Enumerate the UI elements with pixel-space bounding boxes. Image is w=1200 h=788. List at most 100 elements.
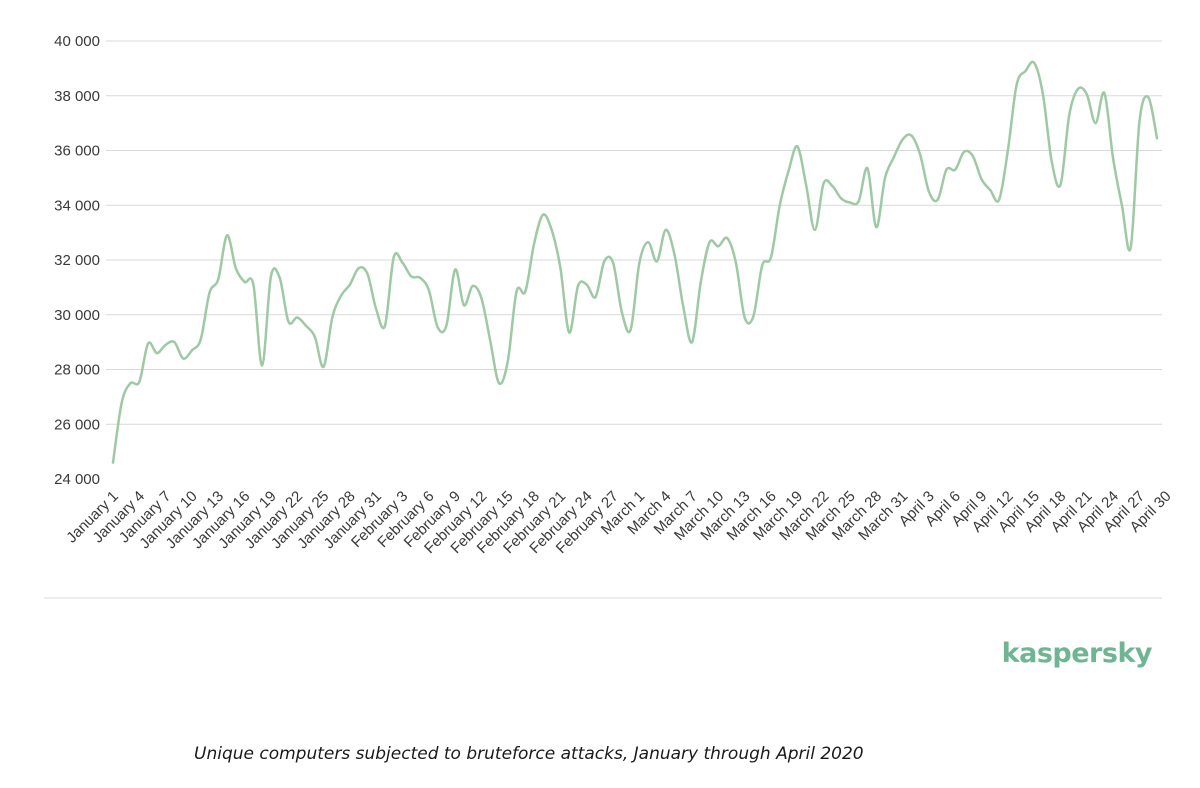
data-point <box>1032 61 1036 65</box>
data-point <box>769 256 773 259</box>
y-tick-label: 36 000 <box>54 143 100 160</box>
data-point <box>155 351 159 355</box>
y-tick-label: 40 000 <box>54 33 100 50</box>
data-point <box>646 241 650 244</box>
y-tick-label: 26 000 <box>54 416 100 433</box>
data-point <box>1024 69 1027 73</box>
data-point <box>611 261 615 264</box>
data-point <box>831 184 834 188</box>
data-point <box>761 264 764 267</box>
data-point <box>620 310 624 314</box>
data-point <box>138 380 141 384</box>
data-point <box>822 182 825 185</box>
data-point <box>1147 95 1150 99</box>
kaspersky-logo: kaspersky <box>1001 638 1153 669</box>
data-point <box>1006 149 1010 152</box>
data-point <box>164 343 167 347</box>
y-tick-label: 28 000 <box>54 362 100 379</box>
data-point <box>708 241 711 244</box>
data-point <box>348 283 352 286</box>
data-point <box>146 342 150 345</box>
data-points <box>111 61 1159 464</box>
data-point <box>954 168 957 171</box>
data-point <box>1050 160 1053 163</box>
data-point <box>383 324 387 327</box>
data-point <box>287 320 290 323</box>
data-point <box>392 256 395 259</box>
data-point <box>945 168 948 171</box>
data-point <box>278 276 281 279</box>
data-point <box>813 228 817 232</box>
data-point <box>1138 120 1141 123</box>
data-point <box>506 360 509 363</box>
data-point <box>427 288 431 292</box>
data-point <box>418 276 422 279</box>
y-tick-label: 30 000 <box>54 307 100 324</box>
data-point <box>901 138 904 141</box>
data-point <box>410 275 413 278</box>
y-tick-label: 38 000 <box>54 88 100 105</box>
y-tick-label: 32 000 <box>54 252 100 269</box>
data-point <box>743 316 746 319</box>
data-point <box>655 260 659 263</box>
data-point <box>1015 83 1018 87</box>
data-point <box>199 338 202 341</box>
data-point <box>541 213 545 217</box>
data-point <box>1059 183 1062 186</box>
data-point <box>989 188 992 192</box>
data-point <box>322 365 325 368</box>
data-point <box>497 381 501 385</box>
data-point <box>927 190 931 193</box>
data-point <box>804 183 808 186</box>
data-point <box>997 198 1001 201</box>
data-point <box>725 236 729 240</box>
data-point <box>796 145 799 148</box>
data-point <box>1076 87 1080 91</box>
data-point <box>453 268 457 271</box>
data-point <box>1129 246 1132 249</box>
data-point <box>585 283 588 286</box>
data-point <box>129 381 132 385</box>
data-point <box>445 324 448 327</box>
data-point <box>252 283 255 286</box>
data-point <box>576 284 580 288</box>
data-point <box>1111 157 1115 160</box>
y-axis-tick-labels: 24 000 26 000 28 000 30 000 32 000 34 000 36 0… <box>54 33 100 488</box>
data-point <box>682 305 685 308</box>
data-point <box>304 324 308 327</box>
series-layer <box>111 60 1159 464</box>
data-point <box>568 331 571 334</box>
data-point <box>787 169 790 173</box>
data-point <box>260 364 264 367</box>
data-point <box>357 267 360 270</box>
data-point <box>839 197 843 200</box>
data-point <box>559 267 562 270</box>
data-point <box>234 267 238 270</box>
data-point <box>331 316 334 319</box>
data-point <box>910 134 913 137</box>
data-point <box>690 340 694 344</box>
data-point <box>1041 93 1045 96</box>
data-point <box>296 316 299 319</box>
data-point <box>638 261 641 264</box>
data-point <box>111 461 115 464</box>
chart-caption: Unique computers subjected to bruteforce… <box>194 744 864 764</box>
data-point <box>848 201 852 204</box>
data-point <box>489 339 492 342</box>
data-point <box>962 150 966 154</box>
data-point <box>629 328 632 332</box>
data-point <box>971 154 974 158</box>
data-point <box>181 357 185 360</box>
data-point <box>269 275 273 278</box>
data-point <box>462 303 466 307</box>
data-point <box>936 198 939 201</box>
data-point <box>594 295 597 299</box>
data-point <box>515 290 518 293</box>
data-point <box>866 167 869 170</box>
data-point <box>243 280 246 284</box>
data-point <box>313 335 316 338</box>
data-point <box>673 253 676 256</box>
y-tick-label: 34 000 <box>54 197 100 214</box>
data-point <box>217 277 220 281</box>
